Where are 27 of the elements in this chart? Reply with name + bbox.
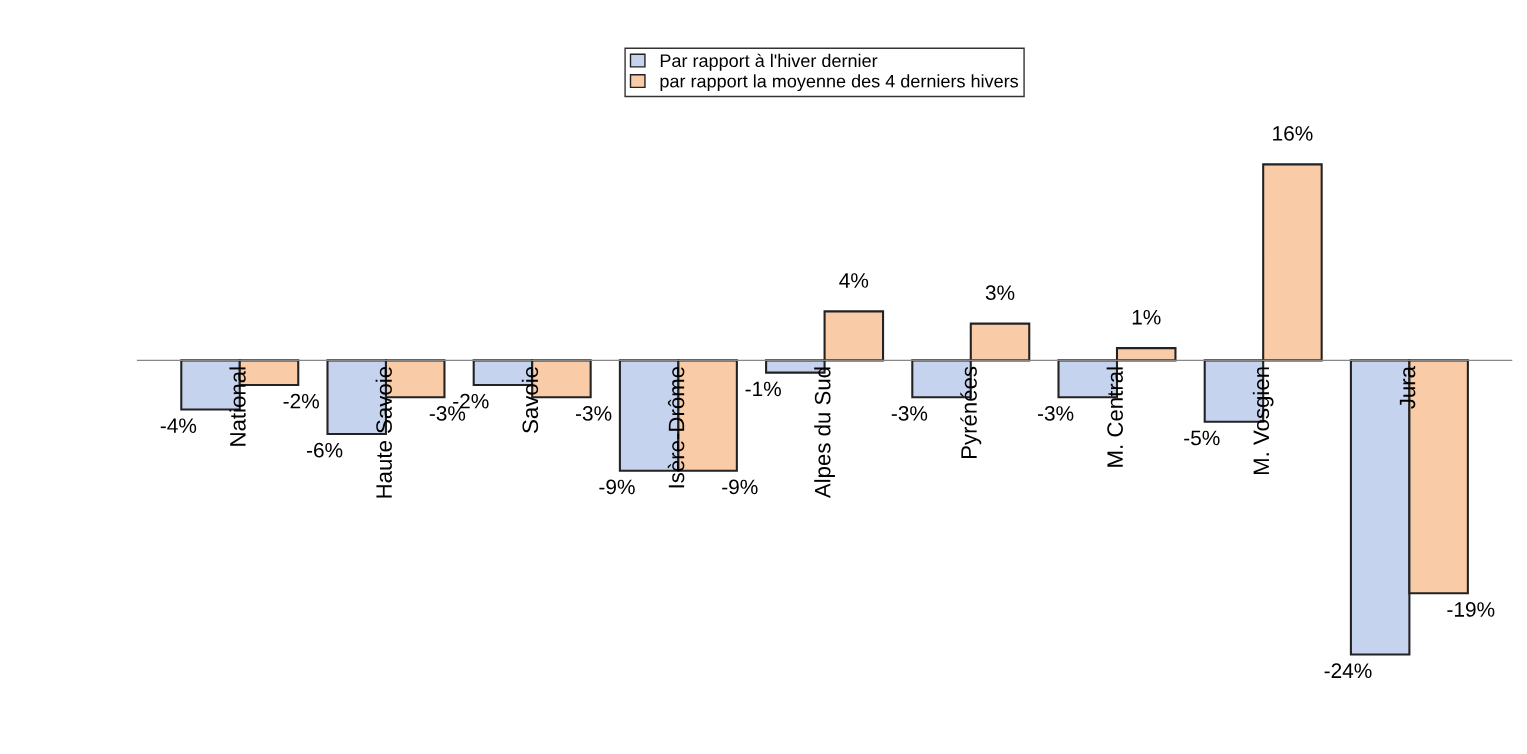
x-tick-label: Isère-Drôme: [667, 366, 685, 488]
data-label: 1%: [1132, 309, 1161, 325]
data-label: -3%: [1037, 406, 1074, 421]
x-tick-label: Haute Savoie: [375, 366, 392, 498]
data-label: -24%: [1324, 663, 1372, 679]
x-tick-label: National: [229, 367, 246, 446]
data-label: -9%: [599, 479, 635, 495]
data-label: -5%: [1184, 430, 1220, 446]
x-tick-label: M. Vosgien: [1252, 367, 1274, 475]
x-tick-label: Alpes du Sud: [814, 367, 835, 499]
data-label: -3%: [575, 406, 612, 421]
legend-label: par rapport la moyenne des 4 derniers hivers: [660, 74, 1019, 92]
x-tick-label: Jura: [1399, 365, 1416, 409]
x-tick-label: Pyrénées: [960, 366, 982, 459]
data-label: -6%: [306, 442, 343, 458]
data-label: 16%: [1273, 126, 1313, 141]
x-tick-label: M. Central: [1106, 367, 1123, 467]
legend-label: Par rapport à l'hiver dernier: [660, 53, 878, 71]
x-tick-label: Savoie: [521, 366, 539, 433]
data-label: -2%: [283, 393, 319, 409]
data-label: -19%: [1447, 602, 1495, 617]
data-label: -1%: [745, 381, 781, 397]
data-label: 4%: [839, 273, 869, 288]
data-label: -3%: [891, 406, 928, 421]
data-label: -9%: [722, 479, 758, 495]
data-label: 3%: [985, 285, 1015, 301]
data-label: -4%: [160, 418, 197, 433]
